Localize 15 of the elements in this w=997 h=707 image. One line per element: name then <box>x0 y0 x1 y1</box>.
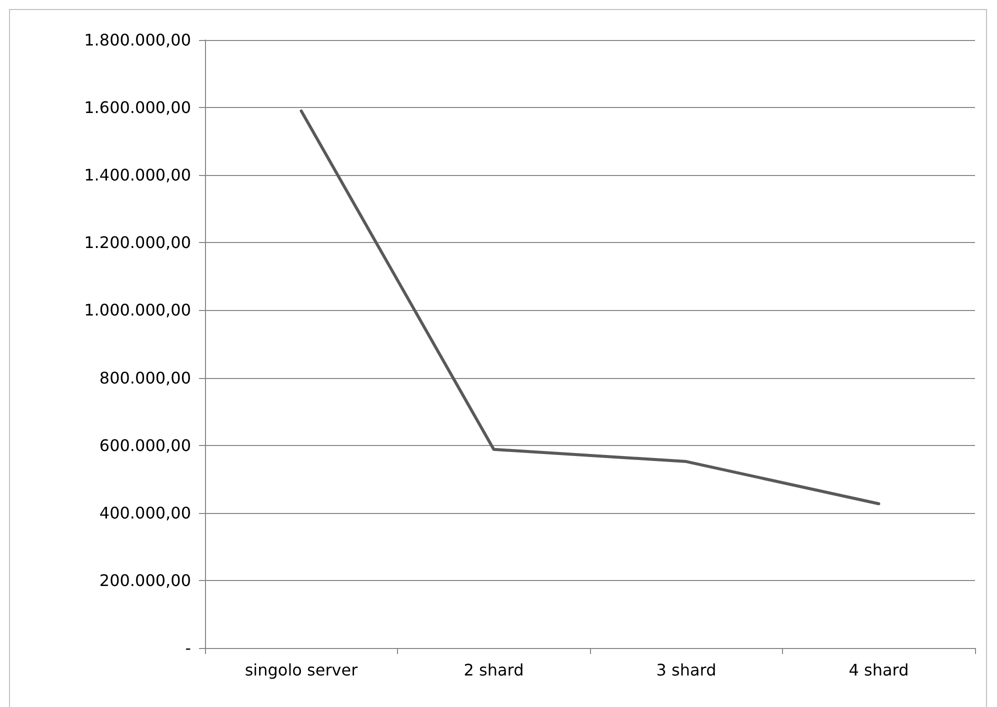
x-tick-label: 3 shard <box>656 660 716 680</box>
line-series <box>300 109 880 506</box>
y-tick-label: 1.200.000,00 <box>84 233 191 252</box>
x-tick-label: 2 shard <box>464 660 524 680</box>
y-tick-label: 600.000,00 <box>99 436 191 455</box>
x-tick-label: singolo server <box>244 660 358 680</box>
y-tick-label: - <box>185 638 191 658</box>
y-tick-label: 1.600.000,00 <box>84 98 191 118</box>
y-tick-label: 800.000,00 <box>99 368 191 388</box>
x-tick-label: 4 shard <box>848 660 909 680</box>
y-tick-label: 400.000,00 <box>99 503 191 522</box>
y-tick-label: 1.800.000,00 <box>84 30 191 50</box>
y-tick-label: 1.400.000,00 <box>84 166 191 185</box>
y-tick-label: 200.000,00 <box>99 570 191 590</box>
y-tick-label: 1.000.000,00 <box>84 300 191 320</box>
